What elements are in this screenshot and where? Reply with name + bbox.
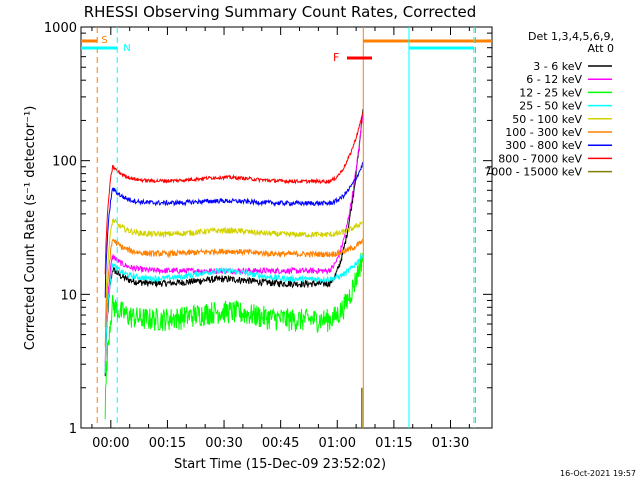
data-series bbox=[104, 109, 364, 428]
legend-entry-label: 300 - 800 keV bbox=[505, 139, 582, 152]
series-line bbox=[104, 218, 363, 328]
flag-s-label: S bbox=[101, 35, 107, 46]
x-tick-label: 00:45 bbox=[262, 436, 299, 451]
legend-entry-label: 25 - 50 keV bbox=[519, 100, 582, 113]
series-line bbox=[104, 112, 364, 275]
legend-header-line-2: Att 0 bbox=[588, 42, 614, 55]
legend-entry-label: 12 - 25 keV bbox=[519, 86, 582, 99]
flag-markers: S N F bbox=[81, 27, 492, 428]
y-tick-label: 1000 bbox=[44, 21, 77, 36]
series-line bbox=[104, 161, 364, 298]
y-tick-label: 1 bbox=[69, 422, 77, 437]
x-tick-label: 00:15 bbox=[149, 436, 186, 451]
y-tick-label: 100 bbox=[52, 155, 77, 170]
series-line bbox=[104, 109, 364, 377]
legend-entry-label: 50 - 100 keV bbox=[512, 113, 582, 126]
x-tick-label: 01:30 bbox=[432, 436, 469, 451]
x-tick-label: 01:00 bbox=[319, 436, 356, 451]
y-tick-label: 10 bbox=[60, 288, 77, 303]
flag-n-label: N bbox=[123, 43, 130, 54]
footer-timestamp: 16-Oct-2021 19:57 bbox=[560, 469, 636, 478]
legend-entry-label: 100 - 300 keV bbox=[505, 126, 582, 139]
legend-header-line-1: Det 1,3,4,5,6,9, bbox=[528, 30, 614, 43]
series-line bbox=[104, 253, 364, 374]
plot-frame: 1 10 100 1000 00:00 00:15 00:30 00:45 01:00 01:15… bbox=[44, 21, 493, 451]
plot-border bbox=[80, 26, 493, 429]
y-axis-label: Corrected Count Rate (s⁻¹ detector⁻¹) bbox=[23, 106, 38, 351]
x-tick-label: 00:00 bbox=[92, 436, 129, 451]
legend-entry-label: 800 - 7000 keV bbox=[498, 152, 582, 165]
legend-entry-label: 6 - 12 keV bbox=[526, 73, 582, 86]
series-line bbox=[104, 252, 364, 420]
series-line bbox=[104, 238, 364, 347]
x-tick-label: 01:15 bbox=[375, 436, 412, 451]
legend-entry-label: 3 - 6 keV bbox=[533, 60, 582, 73]
series-line bbox=[104, 114, 364, 367]
x-tick-label: 00:30 bbox=[205, 436, 242, 451]
chart-title: RHESSI Observing Summary Count Rates, Co… bbox=[84, 3, 477, 21]
x-axis-label: Start Time (15-Dec-09 23:52:02) bbox=[174, 457, 386, 472]
legend-entry-label: 7000 - 15000 keV bbox=[484, 166, 582, 179]
flag-f-label: F bbox=[333, 51, 339, 64]
